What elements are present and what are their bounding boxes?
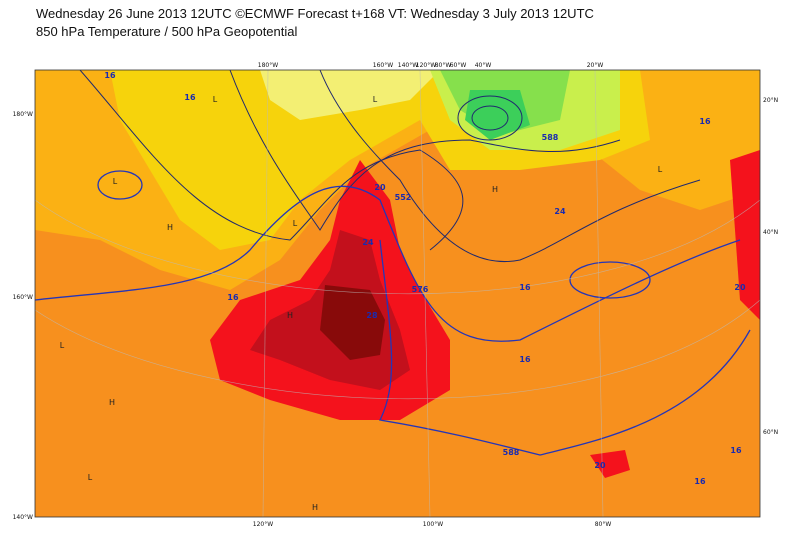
pressure-center: H: [312, 503, 318, 512]
top-label: 20°W: [587, 62, 604, 69]
contour-label: 552: [395, 193, 412, 202]
bottom-label: 100°W: [423, 521, 443, 528]
subtitle: 850 hPa Temperature / 500 hPa Geopotenti…: [36, 24, 298, 39]
contour-label: 24: [362, 238, 374, 247]
top-label: 140°W: [398, 62, 418, 69]
contour-label: 20: [734, 283, 746, 292]
contour-label: 16: [519, 355, 531, 364]
pressure-center: H: [109, 398, 115, 407]
contour-label: 588: [542, 133, 559, 142]
contour-label: 16: [699, 117, 711, 126]
top-label: 120°W: [416, 62, 436, 69]
contour-label: 20: [594, 461, 606, 470]
contour-label: 24: [554, 207, 566, 216]
pressure-center: H: [492, 185, 498, 194]
left-label: 160°W: [13, 294, 33, 301]
pressure-center: H: [167, 223, 173, 232]
contour-label: 16: [184, 93, 196, 102]
top-label: 40°W: [475, 62, 492, 69]
pressure-center: L: [60, 341, 65, 350]
left-label: 140°W: [13, 514, 33, 521]
pressure-center: L: [658, 165, 663, 174]
top-label: 80°W: [435, 62, 452, 69]
contour-label: 16: [519, 283, 531, 292]
right-label: 20°N: [763, 97, 778, 104]
contour-label: 576: [412, 285, 429, 294]
pressure-center: L: [88, 473, 93, 482]
graticule: [34, 69, 761, 518]
left-label: 180°W: [13, 111, 33, 118]
right-label: 40°N: [763, 229, 778, 236]
contour-label: 16: [104, 71, 116, 80]
contour-label: 20: [374, 183, 386, 192]
temperature-field: [35, 70, 760, 517]
pressure-center: L: [373, 95, 378, 104]
contour-label: 16: [730, 446, 742, 455]
pressure-center: H: [287, 311, 293, 320]
contour-label: 588: [503, 448, 520, 457]
bottom-label: 120°W: [253, 521, 273, 528]
contour-label: 16: [227, 293, 239, 302]
top-label: 60°W: [450, 62, 467, 69]
bottom-label: 80°W: [595, 521, 612, 528]
contour-label: 16: [694, 477, 706, 486]
pressure-center: L: [293, 219, 298, 228]
pressure-center: L: [213, 95, 218, 104]
right-label: 60°N: [763, 429, 778, 436]
contour-label: 28: [366, 311, 378, 320]
pressure-center: L: [113, 177, 118, 186]
top-label: 180°W: [258, 62, 278, 69]
map-frame: [34, 69, 761, 518]
top-label: 160°W: [373, 62, 393, 69]
title: Wednesday 26 June 2013 12UTC ©ECMWF Fore…: [36, 6, 594, 21]
